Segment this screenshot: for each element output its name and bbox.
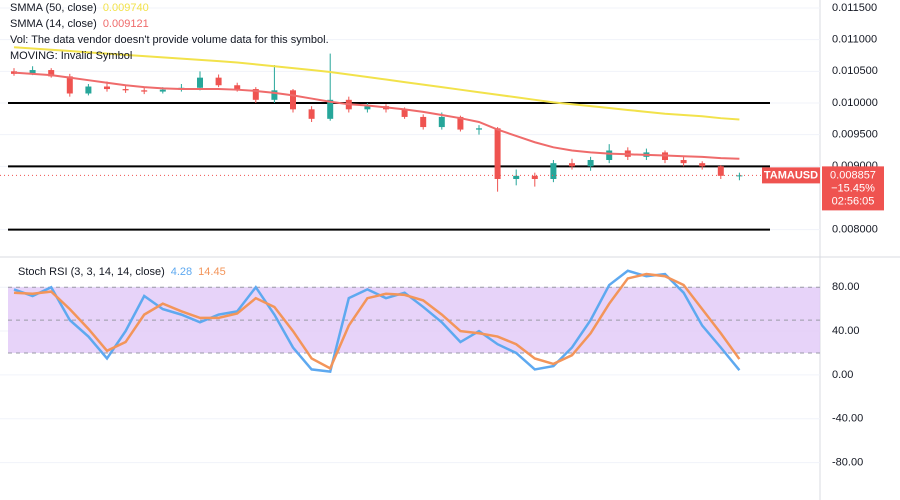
candle-body [271, 90, 278, 100]
stoch-line [13, 269, 741, 373]
y-tick-label: 0.011000 [832, 34, 877, 46]
candle-body [736, 175, 743, 177]
candle-body [252, 89, 259, 100]
legend-name: SMMA (14, close) [10, 18, 97, 30]
sma-line [13, 71, 740, 160]
stoch-line [13, 272, 741, 371]
candle-body [420, 116, 427, 128]
candle-body [364, 106, 371, 110]
candle-body [215, 77, 222, 86]
candle-body [550, 163, 557, 179]
candle-body [122, 89, 129, 91]
candle-body [104, 86, 110, 90]
price-tag [822, 166, 884, 211]
y-tick-label: 80.00 [832, 281, 860, 293]
symbol-tag [762, 167, 820, 184]
indicator-value: 4.28 [171, 266, 192, 278]
candle-body [606, 150, 613, 160]
y-tick-label: 0.008000 [832, 224, 878, 236]
symbol-label: TAMAUSD [764, 169, 818, 181]
y-tick-label: -40.00 [832, 413, 863, 425]
y-tick-label: 0.00 [832, 369, 853, 381]
candle-body [531, 175, 538, 179]
legend-value: 0.009740 [103, 2, 149, 14]
candle-body [513, 175, 520, 179]
change-label: −15.45% [831, 182, 875, 194]
indicator-title: Stoch RSI (3, 3, 14, 14, close) [18, 266, 165, 278]
legend-value: 0.009121 [103, 18, 149, 30]
candle-body [66, 76, 73, 94]
annotation: Vol: The data vendor doesn't provide vol… [10, 34, 329, 46]
price-label: 0.008857 [830, 169, 876, 181]
y-tick-label: -80.00 [832, 457, 863, 469]
countdown-label: 02:56:05 [832, 195, 875, 207]
legend-name: SMMA (50, close) [10, 2, 97, 14]
y-tick-label: 0.010000 [832, 97, 878, 109]
indicator-value: 14.45 [198, 266, 226, 278]
candle-body [680, 159, 687, 164]
annotation: MOVING: Invalid Symbol [10, 50, 132, 62]
candle-body [494, 128, 501, 179]
candle-body [476, 128, 482, 130]
candle-body [308, 109, 315, 119]
y-tick-label: 0.010500 [832, 65, 878, 77]
candle-body [141, 90, 148, 92]
candle-body [587, 159, 594, 167]
candle-body [290, 90, 296, 110]
candle-body [438, 116, 445, 128]
candle-body [234, 85, 241, 90]
candle-body [197, 77, 203, 88]
candle-body [699, 163, 706, 167]
candle-body [85, 86, 92, 94]
y-tick-label: 0.009500 [832, 129, 878, 141]
candle-body [457, 116, 464, 130]
candle-body [401, 109, 408, 117]
candle-body [327, 99, 334, 119]
candle-body [159, 89, 166, 92]
candle-body [717, 166, 724, 176]
y-tick-label: 40.00 [832, 325, 860, 337]
candle-body [29, 70, 36, 74]
y-tick-label: 0.011500 [832, 2, 877, 14]
sma-line [13, 46, 740, 121]
candle-body [48, 70, 55, 77]
candle-body [569, 163, 575, 167]
